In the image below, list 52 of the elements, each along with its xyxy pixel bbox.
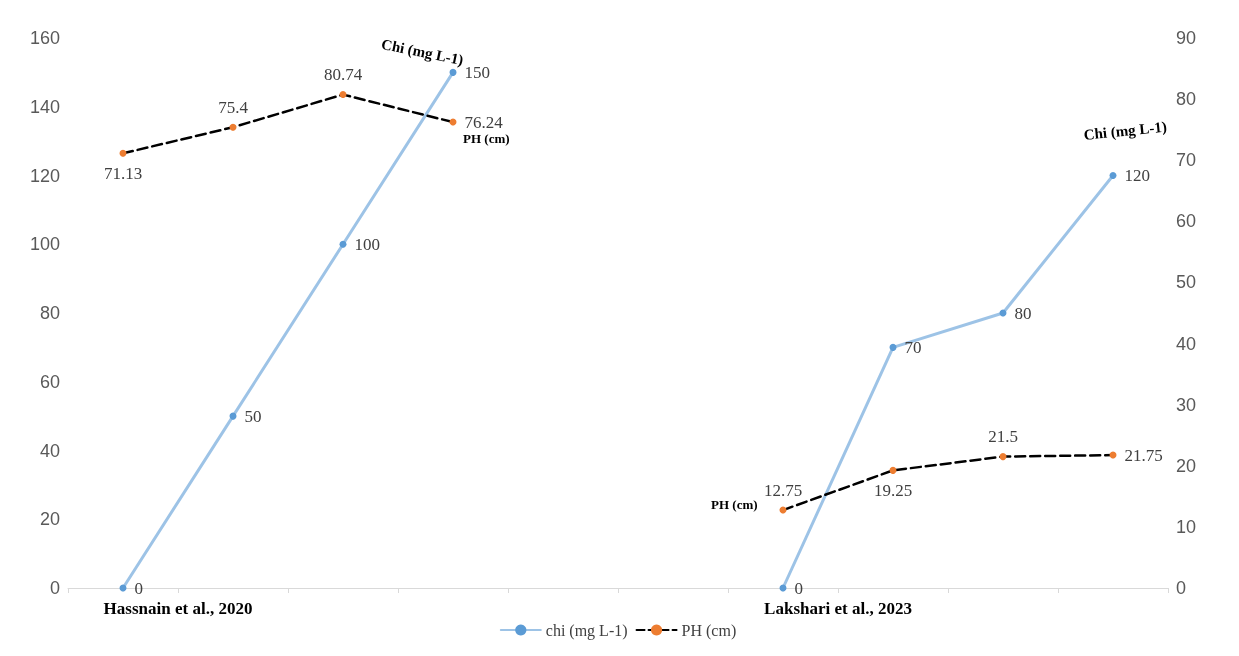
point	[999, 453, 1007, 461]
data-label: 50	[244, 406, 262, 426]
data-label: 80.74	[323, 65, 363, 85]
data-label: 0	[134, 578, 143, 598]
point	[889, 343, 897, 351]
y-tick-label: 40	[39, 440, 60, 461]
y2-tick-label: 70	[1176, 150, 1197, 171]
y-tick-label: 60	[39, 371, 60, 392]
y2-tick-label: 20	[1176, 455, 1197, 476]
y-tick-label: 100	[29, 234, 60, 255]
point	[119, 149, 127, 157]
annotation: PH (cm)	[463, 131, 510, 147]
data-label: 19.25	[873, 480, 913, 500]
point	[339, 91, 347, 99]
y2-tick-label: 10	[1176, 516, 1197, 537]
data-label: 21.5	[988, 427, 1018, 447]
text: Hassnain et al., 2020	[103, 599, 253, 618]
y-tick-label: 160	[29, 28, 60, 48]
y-tick-label: 140	[29, 96, 60, 117]
annotation: Chi (mg L-1)	[379, 35, 465, 70]
data-label: 70	[904, 337, 922, 357]
point	[1109, 172, 1117, 179]
y2-tick-label: 0	[1176, 578, 1187, 598]
point	[449, 68, 457, 76]
point	[339, 240, 347, 248]
data-label: 120	[1124, 166, 1150, 185]
y2-tick-label: 30	[1176, 394, 1197, 415]
data-label: 21.75	[1124, 445, 1163, 465]
y-tick-label: 0	[49, 578, 60, 598]
data-label: 100	[354, 234, 380, 254]
data-label: 76.24	[464, 112, 504, 132]
annotation: Chi (mg L-1)	[1082, 118, 1168, 144]
data-label: 0	[794, 578, 803, 598]
point	[889, 466, 897, 474]
y-tick-label: 120	[29, 165, 60, 186]
data-label: 71.13	[103, 163, 143, 183]
y-tick-label: 20	[39, 509, 60, 530]
legend-label: PH (cm)	[681, 621, 737, 640]
data-label: 80	[1014, 303, 1032, 323]
text: Lakshari et al., 2023	[764, 599, 912, 618]
annotation: PH (cm)	[711, 497, 758, 513]
y2-tick-label: 40	[1176, 333, 1197, 354]
data-label: 75.4	[218, 97, 249, 117]
y2-tick-label: 50	[1176, 272, 1197, 293]
y-tick-label: 80	[39, 303, 60, 323]
data-label: 150	[464, 62, 490, 82]
data-label: 12.75	[763, 480, 803, 500]
y2-tick-label: 80	[1176, 89, 1197, 110]
legend-label: chi (mg L-1)	[545, 621, 628, 640]
point	[229, 123, 237, 131]
y2-tick-label: 90	[1176, 28, 1197, 48]
y2-tick-label: 60	[1176, 211, 1197, 232]
